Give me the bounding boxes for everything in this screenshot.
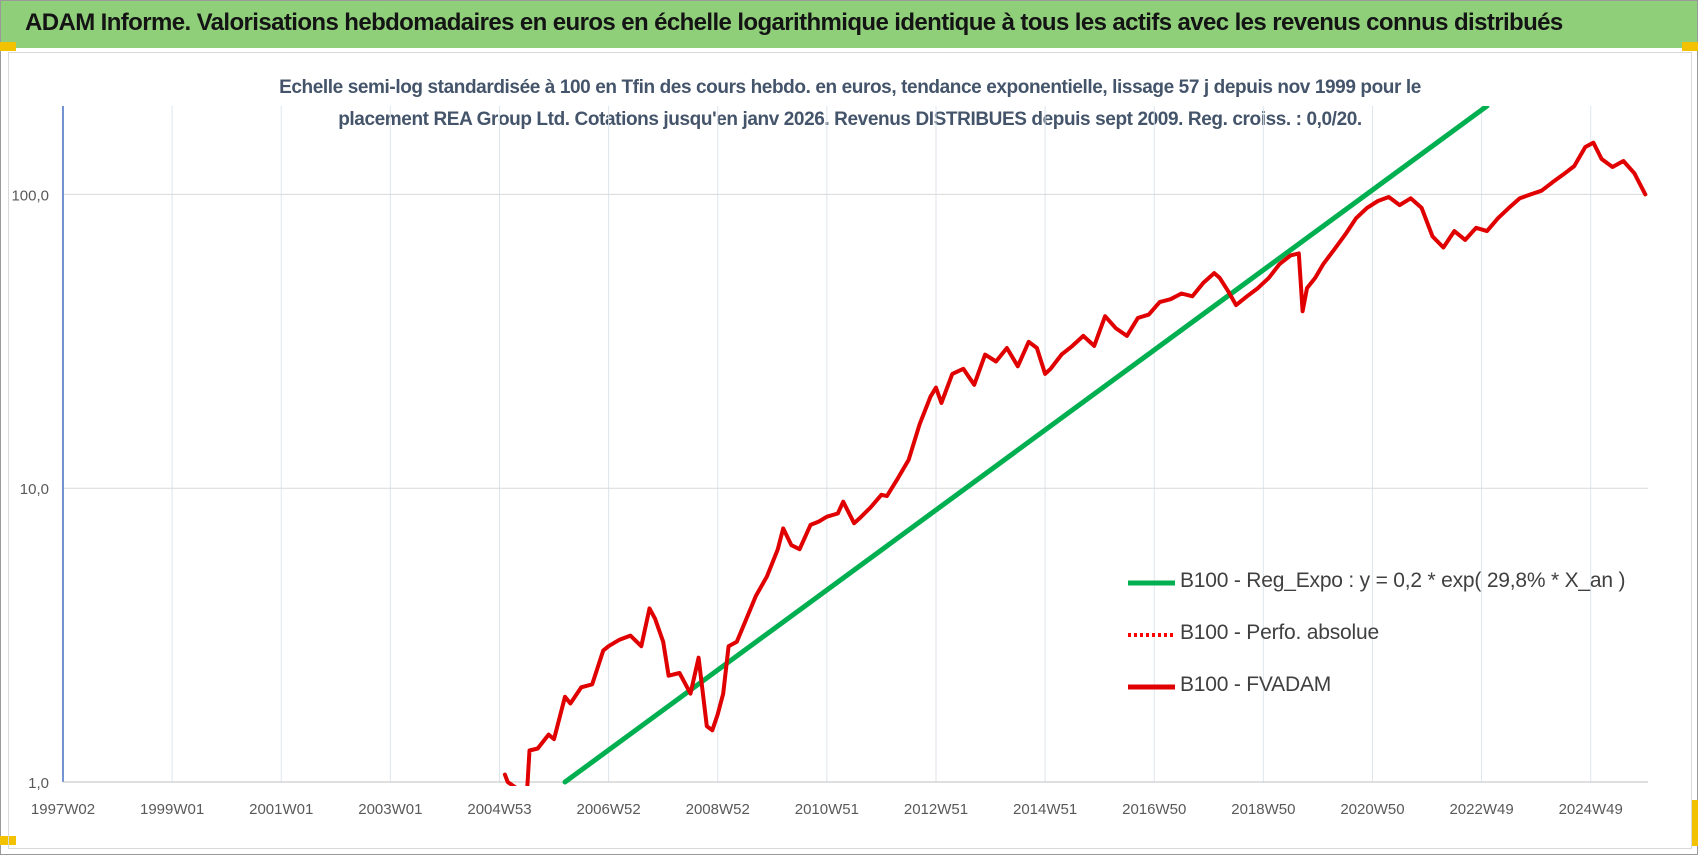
corner-marker-top-right xyxy=(1682,42,1698,51)
x-tick-label: 2004W53 xyxy=(467,801,531,818)
x-tick-label: 2020W50 xyxy=(1340,801,1404,818)
y-tick-label: 10,0 xyxy=(20,481,49,498)
x-tick-label: 2006W52 xyxy=(577,801,641,818)
x-tick-label: 1999W01 xyxy=(140,801,204,818)
chart-title-line-2: placement REA Group Ltd. Cotations jusqu… xyxy=(338,109,1362,130)
page-title: ADAM Informe. Valorisations hebdomadaire… xyxy=(25,9,1563,36)
x-tick-label: 2012W51 xyxy=(904,801,968,818)
chart-title-line-1: Echelle semi-log standardisée à 100 en T… xyxy=(279,77,1421,98)
x-tick-label: 2014W51 xyxy=(1013,801,1077,818)
legend-label: B100 - Reg_Expo : y = 0,2 * exp( 29,8% *… xyxy=(1180,569,1626,592)
corner-marker-bottom-right xyxy=(1692,800,1698,846)
x-tick-label: 1997W02 xyxy=(31,801,95,818)
plot-area-frame xyxy=(8,52,1692,849)
fvadam-series-line xyxy=(502,140,1648,786)
x-tick-label: 2018W50 xyxy=(1231,801,1295,818)
legend-label: B100 - Perfo. absolue xyxy=(1180,621,1379,644)
x-tick-label: 2010W51 xyxy=(795,801,859,818)
x-tick-label: 2016W50 xyxy=(1122,801,1186,818)
x-tick-label: 2001W01 xyxy=(249,801,313,818)
x-tick-label: 2008W52 xyxy=(686,801,750,818)
legend-label: B100 - FVADAM xyxy=(1180,673,1332,696)
reg-expo-series-line xyxy=(562,106,1490,785)
corner-marker-top-left xyxy=(0,42,16,51)
x-tick-label: 2003W01 xyxy=(358,801,422,818)
x-tick-label: 2022W49 xyxy=(1449,801,1513,818)
y-tick-label: 1,0 xyxy=(28,775,49,792)
title-bar: ADAM Informe. Valorisations hebdomadaire… xyxy=(1,1,1697,48)
x-tick-label: 2024W49 xyxy=(1559,801,1623,818)
y-tick-label: 100,0 xyxy=(11,187,49,204)
